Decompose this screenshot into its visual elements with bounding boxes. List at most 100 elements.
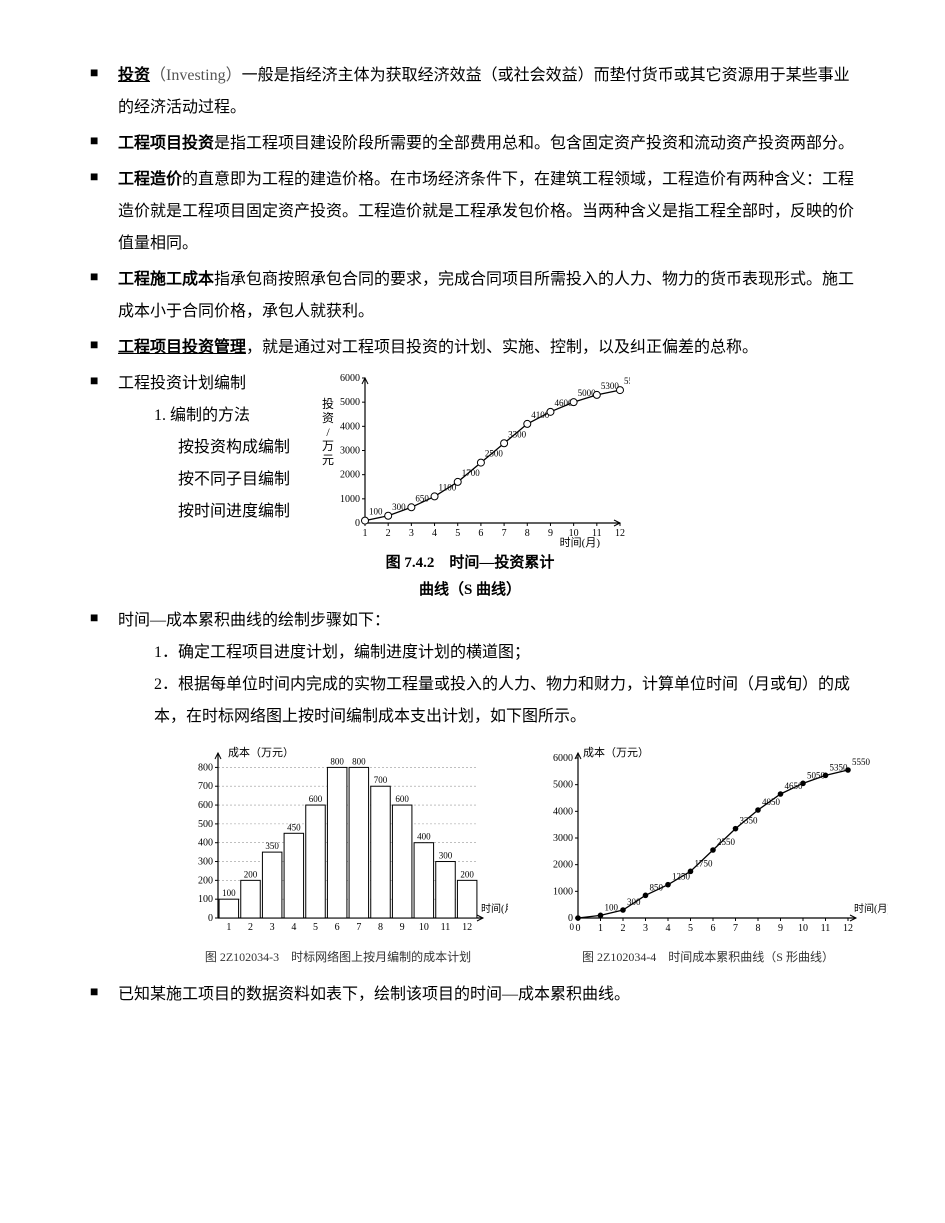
bullet-construction-exec-cost: 工程施工成本指承包商按照承包合同的要求，完成合同项目所需投入的人力、物力的货币表… <box>90 264 855 328</box>
step-1: 1．确定工程项目进度计划，编制进度计划的横道图； <box>154 637 855 669</box>
svg-text:650: 650 <box>415 493 429 503</box>
svg-text:1750: 1750 <box>695 858 714 868</box>
svg-text:6: 6 <box>711 923 716 934</box>
svg-text:450: 450 <box>287 822 301 832</box>
svg-text:5500: 5500 <box>624 376 630 386</box>
bullet-investing: 投资（Investing）一般是指经济主体为获取经济效益（或社会效益）而垫付货币… <box>90 60 855 124</box>
svg-text:600: 600 <box>309 794 323 804</box>
svg-text:12: 12 <box>462 922 472 933</box>
bar-chart: 0100200300400500600700800123456789101112… <box>168 743 508 969</box>
text: 根据每单位时间内完成的实物工程量或投入的人力、物力和财力，计算单位时间（月或旬）… <box>154 676 850 725</box>
svg-text:10: 10 <box>419 922 429 933</box>
svg-text:600: 600 <box>395 794 409 804</box>
bullet-project-investment: 工程项目投资是指工程项目建设阶段所需要的全部费用总和。包含固定资产投资和流动资产… <box>90 128 855 160</box>
svg-text:7: 7 <box>733 923 738 934</box>
svg-text:1000: 1000 <box>340 494 360 505</box>
text: 已知某施工项目的数据资料如表下，绘制该项目的时间—成本累积曲线。 <box>118 986 630 1003</box>
svg-text:700: 700 <box>374 775 388 785</box>
svg-text:6000: 6000 <box>553 753 573 764</box>
svg-text:3000: 3000 <box>553 833 573 844</box>
svg-text:0: 0 <box>355 518 360 529</box>
sub-item: 按时间进度编制 <box>118 496 290 528</box>
svg-text:5: 5 <box>688 923 693 934</box>
svg-text:1700: 1700 <box>462 468 481 478</box>
svg-text:时间(月): 时间(月) <box>854 902 888 915</box>
svg-text:10: 10 <box>798 923 808 934</box>
svg-text:5550: 5550 <box>852 757 871 767</box>
svg-text:5000: 5000 <box>340 397 360 408</box>
svg-text:100: 100 <box>222 888 236 898</box>
svg-text:万: 万 <box>322 439 334 453</box>
bullet-investment-plan: 工程投资计划编制 1. 编制的方法 按投资构成编制 按不同子目编制 按时间进度编… <box>90 368 855 601</box>
label: 编制的方法 <box>170 407 250 424</box>
text: ，就是通过对工程项目投资的计划、实施、控制，以及纠正偏差的总称。 <box>246 339 758 356</box>
svg-text:元: 元 <box>322 453 334 467</box>
svg-text:700: 700 <box>198 781 213 792</box>
svg-text:1100: 1100 <box>439 482 457 492</box>
sub-item: 按投资构成编制 <box>118 432 290 464</box>
svg-text:0: 0 <box>208 913 213 924</box>
svg-text:3000: 3000 <box>340 446 360 457</box>
svg-text:100: 100 <box>369 507 383 517</box>
svg-text:300: 300 <box>627 897 641 907</box>
svg-text:8: 8 <box>378 922 383 933</box>
svg-text:11: 11 <box>821 923 831 934</box>
s-curve-chart-1: 0100020003000400050006000123456789101112… <box>310 368 630 601</box>
svg-text:9: 9 <box>548 528 553 539</box>
term: 工程施工成本 <box>118 271 214 288</box>
svg-text:5000: 5000 <box>553 780 573 791</box>
svg-text:资: 资 <box>322 411 334 425</box>
svg-text:3: 3 <box>270 922 275 933</box>
num: 1． <box>154 644 178 661</box>
svg-text:11: 11 <box>441 922 451 933</box>
svg-text:5: 5 <box>455 528 460 539</box>
num: 1. <box>154 407 166 424</box>
term: 工程投资计划编制 <box>118 375 246 392</box>
svg-text:0: 0 <box>570 922 575 932</box>
svg-text:850: 850 <box>650 882 664 892</box>
svg-text:800: 800 <box>198 762 213 773</box>
svg-text:200: 200 <box>244 869 258 879</box>
svg-text:2000: 2000 <box>340 470 360 481</box>
svg-text:成本（万元）: 成本（万元） <box>583 745 649 759</box>
term: 工程项目投资 <box>118 135 214 152</box>
sub-method-title: 1. 编制的方法 <box>154 400 290 432</box>
svg-text:6000: 6000 <box>340 373 360 384</box>
chart3-caption: 图 2Z102034-4 时间成本累积曲线（S 形曲线） <box>528 945 888 969</box>
svg-text:400: 400 <box>417 832 431 842</box>
bullet-s-curve-steps: 时间—成本累积曲线的绘制步骤如下： 1．确定工程项目进度计划，编制进度计划的横道… <box>90 605 855 969</box>
text: 时间—成本累积曲线的绘制步骤如下： <box>118 612 390 629</box>
sub-item: 按不同子目编制 <box>118 464 290 496</box>
chart2-caption: 图 2Z102034-3 时标网络图上按月编制的成本计划 <box>168 945 508 969</box>
bullet-investment-management: 工程项目投资管理，就是通过对工程项目投资的计划、实施、控制，以及纠正偏差的总称。 <box>90 332 855 364</box>
term: 工程造价 <box>118 171 182 188</box>
svg-text:6: 6 <box>335 922 340 933</box>
svg-text:500: 500 <box>198 819 213 830</box>
svg-text:1: 1 <box>363 528 368 539</box>
svg-text:投: 投 <box>322 396 334 411</box>
svg-text:5: 5 <box>313 922 318 933</box>
svg-text:200: 200 <box>460 869 474 879</box>
svg-text:9: 9 <box>400 922 405 933</box>
svg-text:2: 2 <box>248 922 253 933</box>
paren: （Investing） <box>150 67 242 84</box>
svg-text:6: 6 <box>478 528 483 539</box>
svg-text:2: 2 <box>621 923 626 934</box>
svg-text:300: 300 <box>198 857 213 868</box>
svg-text:100: 100 <box>198 894 213 905</box>
svg-text:8: 8 <box>756 923 761 934</box>
svg-text:600: 600 <box>198 800 213 811</box>
svg-text:4050: 4050 <box>762 797 781 807</box>
svg-text:800: 800 <box>352 756 366 766</box>
svg-text:4000: 4000 <box>553 806 573 817</box>
num: 2． <box>154 676 178 693</box>
svg-text:1: 1 <box>226 922 231 933</box>
svg-text:1000: 1000 <box>553 886 573 897</box>
svg-text:800: 800 <box>330 756 344 766</box>
svg-text:3300: 3300 <box>508 429 527 439</box>
bullet-exercise: 已知某施工项目的数据资料如表下，绘制该项目的时间—成本累积曲线。 <box>90 979 855 1011</box>
svg-text:200: 200 <box>198 875 213 886</box>
text: 确定工程项目进度计划，编制进度计划的横道图； <box>178 644 530 661</box>
svg-text:/: / <box>326 425 330 439</box>
svg-text:4: 4 <box>666 923 671 934</box>
